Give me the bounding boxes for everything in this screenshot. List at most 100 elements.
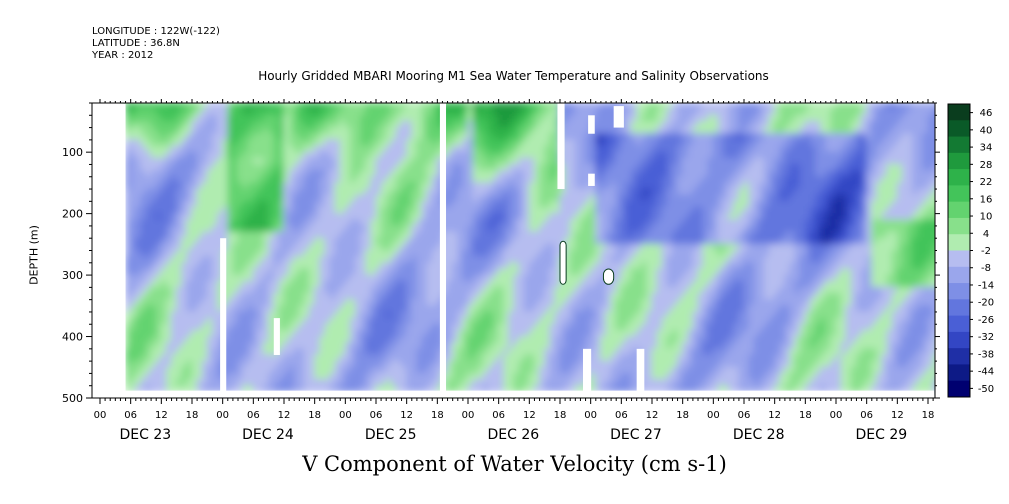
heat-cell (242, 194, 249, 203)
heat-cell (365, 379, 372, 387)
heat-cell (263, 157, 270, 166)
heat-cell (365, 108, 372, 116)
heat-cell (160, 336, 168, 344)
heat-cell (564, 329, 571, 338)
heat-cell (426, 114, 433, 123)
heat-cell (406, 157, 413, 166)
heat-cell (171, 170, 178, 178)
heat-cell (380, 194, 387, 203)
heat-cell (564, 280, 571, 289)
heat-cell (257, 213, 265, 221)
heat-cell (252, 299, 260, 307)
heat-cell (186, 176, 193, 184)
heat-cell (508, 360, 515, 368)
heat-cell (283, 225, 290, 233)
heat-cell (462, 219, 469, 227)
heat-cell (528, 243, 536, 252)
heat-cell (324, 317, 331, 325)
heat-cell (401, 163, 408, 172)
heat-cell (232, 194, 239, 203)
heat-cell (334, 274, 341, 282)
heat-cell (625, 348, 633, 356)
heat-cell (242, 237, 249, 246)
heat-cell (411, 151, 418, 160)
heat-cell (452, 206, 459, 215)
heat-cell (365, 348, 372, 356)
heat-cell (150, 379, 157, 387)
heat-cell (661, 262, 669, 270)
heat-cell (237, 280, 244, 289)
heat-cell (375, 268, 382, 276)
heat-cell (610, 305, 617, 313)
heat-cell (590, 311, 597, 319)
heat-cell (482, 157, 490, 166)
heat-cell (237, 133, 244, 141)
heat-cell (191, 103, 198, 110)
heat-cell (252, 188, 260, 196)
heat-cell (360, 213, 367, 221)
heat-cell (498, 268, 505, 276)
heat-cell (355, 163, 362, 172)
heat-cell (155, 354, 163, 362)
heat-cell (411, 317, 418, 325)
heat-cell (211, 372, 219, 381)
heat-cell (293, 336, 301, 344)
heat-cell (150, 372, 157, 381)
heat-cell (528, 250, 536, 258)
heat-cell (518, 354, 525, 362)
heat-cell (493, 317, 500, 325)
heat-cell (339, 114, 347, 123)
heat-cell (625, 157, 633, 166)
heat-cell (273, 354, 280, 362)
heat-cell (211, 274, 219, 282)
heat-cell (401, 379, 408, 387)
heat-cell (426, 354, 433, 362)
heat-cell (452, 360, 459, 368)
heat-cell (283, 366, 290, 375)
heat-cell (349, 323, 357, 332)
heat-cell (605, 360, 612, 368)
heat-cell (278, 237, 285, 246)
heat-cell (242, 256, 249, 264)
heat-cell (314, 256, 321, 264)
heat-cell (472, 114, 479, 123)
heat-cell (150, 366, 157, 375)
heat-cell (160, 176, 168, 184)
heat-cell (191, 317, 198, 325)
heat-cell (349, 342, 357, 350)
heat-cell (293, 293, 301, 301)
heat-cell (661, 145, 669, 153)
heat-cell (513, 366, 520, 375)
heat-cell (319, 366, 326, 375)
heat-cell (406, 133, 413, 141)
heat-cell (211, 342, 219, 350)
heat-cell (447, 299, 454, 307)
heat-cell (268, 329, 275, 338)
heat-cell (395, 360, 403, 368)
heat-cell (416, 268, 423, 276)
heat-cell (217, 182, 224, 190)
heat-cell (211, 151, 219, 160)
heat-cell (646, 317, 653, 325)
heat-cell (171, 231, 178, 239)
heat-cell (298, 311, 306, 319)
heat-cell (554, 225, 561, 233)
heat-cell (431, 231, 439, 239)
heat-cell (140, 206, 147, 215)
heat-cell (150, 293, 157, 301)
heat-cell (380, 317, 387, 325)
heat-cell (319, 336, 326, 344)
heat-cell (186, 385, 193, 393)
heat-cell (411, 268, 418, 276)
heat-cell (252, 311, 260, 319)
heat-cell (268, 262, 275, 270)
heat-cell (191, 280, 198, 289)
heat-cell (467, 323, 474, 332)
heat-cell (503, 305, 510, 313)
heat-cell (513, 206, 520, 215)
heat-cell (334, 305, 341, 313)
heat-cell (155, 286, 163, 295)
heat-cell (155, 157, 163, 166)
heat-cell (390, 194, 398, 203)
heat-cell (334, 225, 341, 233)
